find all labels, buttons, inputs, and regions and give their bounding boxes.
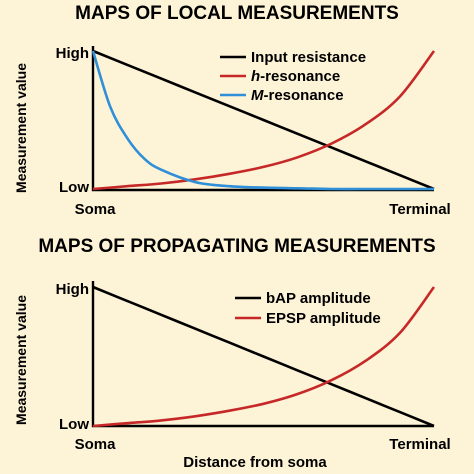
legend-label: M-resonance (251, 87, 344, 104)
panel1-ytick-high: High (56, 45, 89, 62)
series-line-input-resistance (92, 49, 435, 191)
panel2-legend: bAP amplitude EPSP amplitude (235, 290, 381, 327)
panel1-title: MAPS OF LOCAL MEASUREMENTS (75, 3, 399, 24)
series-line-epsp-amplitude (92, 286, 436, 428)
panel1-ytick-low: Low (59, 179, 89, 196)
panel2-xtick-terminal: Terminal (389, 436, 450, 453)
legend-label: bAP amplitude (266, 290, 371, 307)
panel2-ytick-low: Low (59, 416, 89, 433)
panel2-curves (92, 285, 436, 428)
local-measurements-panel: MAPS OF LOCAL MEASUREMENTS Measurement v… (13, 3, 451, 218)
series-line-m-resonance (91, 50, 434, 191)
panel1-xtick-soma: Soma (75, 201, 117, 218)
series-line-h-resonance (92, 50, 436, 191)
panel1-ylabel: Measurement value (13, 63, 29, 193)
legend-label: h-resonance (251, 68, 340, 85)
panel1-xtick-terminal: Terminal (389, 201, 450, 218)
panel2-ytick-high: High (56, 281, 89, 298)
panel1-curves (91, 49, 436, 191)
legend-label: EPSP amplitude (266, 310, 381, 327)
panel2-xtick-soma: Soma (75, 436, 117, 453)
panel2-title: MAPS OF PROPAGATING MEASUREMENTS (38, 236, 435, 257)
panel2-xlabel: Distance from soma (183, 454, 327, 471)
propagating-measurements-panel: MAPS OF PROPAGATING MEASUREMENTS Measure… (13, 236, 451, 471)
panel1-legend: Input resistance h-resonance M-resonance (220, 49, 366, 104)
panel2-ylabel: Measurement value (13, 295, 29, 425)
series-line-bap-amplitude (92, 285, 435, 428)
legend-label: Input resistance (251, 49, 366, 66)
